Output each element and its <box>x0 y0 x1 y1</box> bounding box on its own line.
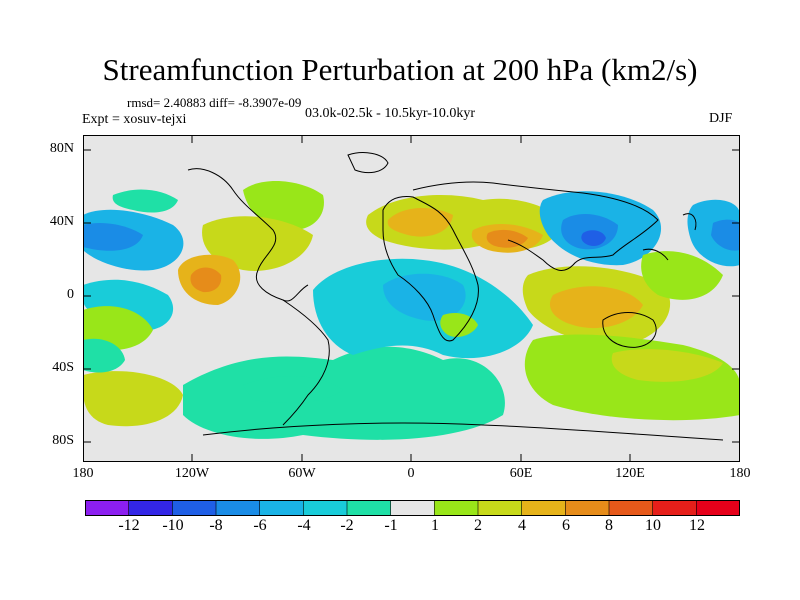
lat-label-80n: 80N <box>49 141 74 156</box>
lon-label-60e: 60E <box>509 466 533 481</box>
colorbar-label: -4 <box>297 517 311 534</box>
colorbar-label: 2 <box>474 517 482 534</box>
colorbar-label: 12 <box>689 517 705 534</box>
colorbar-label: -8 <box>209 517 223 534</box>
colorbar-cell <box>85 500 130 516</box>
colorbar-cell <box>215 500 261 516</box>
colorbar-cell <box>303 500 348 516</box>
colorbar-label: -6 <box>253 517 267 534</box>
lon-label-120e: 120E <box>615 466 645 481</box>
lon-label-0: 0 <box>407 466 415 481</box>
colorbar-cell <box>521 500 567 516</box>
colorbar-label: 6 <box>562 517 570 534</box>
period-annotation: 03.0k-02.5k - 10.5kyr-10.0kyr <box>305 106 476 121</box>
colorbar-label: 10 <box>645 517 661 534</box>
colorbar-cell <box>565 500 610 516</box>
colorbar-cell <box>172 500 217 516</box>
colorbar-label: 4 <box>518 517 526 534</box>
season-annotation: DJF <box>709 111 733 126</box>
plot-title: Streamfunction Perturbation at 200 hPa (… <box>102 52 698 87</box>
lat-label-40s: 40S <box>52 360 74 375</box>
colorbar-label: -2 <box>340 517 354 534</box>
lon-label-60w: 60W <box>288 466 316 481</box>
colorbar-cell <box>259 500 305 516</box>
colorbar-label: -1 <box>384 517 398 534</box>
lat-label-0: 0 <box>67 287 74 302</box>
colorbar-cell <box>608 500 654 516</box>
lat-label-80s: 80S <box>52 433 74 448</box>
colorbar-label: 8 <box>605 517 613 534</box>
colorbar-cell <box>346 500 392 516</box>
colorbar-cell <box>390 500 436 516</box>
rmsd-annotation: rmsd= 2.40883 diff= -8.3907e-09 <box>127 95 302 110</box>
experiment-annotation: Expt = xosuv-tejxi <box>82 112 187 127</box>
lon-label-120w: 120W <box>174 466 210 481</box>
axis-ticks <box>83 135 740 462</box>
colorbar-label: -12 <box>118 517 140 534</box>
coastline-layer <box>187 152 724 441</box>
streamfunction-map <box>83 135 740 462</box>
colorbar-cell <box>128 500 174 516</box>
colorbar-cell <box>477 500 523 516</box>
colorbar-label: 1 <box>431 517 439 534</box>
colorbar-label: -10 <box>162 517 184 534</box>
colorbar-cell <box>652 500 698 516</box>
lat-label-40n: 40N <box>49 214 74 229</box>
colorbar <box>85 500 740 516</box>
lon-label-180w: 180 <box>72 466 94 481</box>
lon-label-180e: 180 <box>729 466 751 481</box>
colorbar-cell <box>696 500 740 516</box>
contour-fill-layer <box>83 180 740 440</box>
colorbar-cell <box>434 500 479 516</box>
